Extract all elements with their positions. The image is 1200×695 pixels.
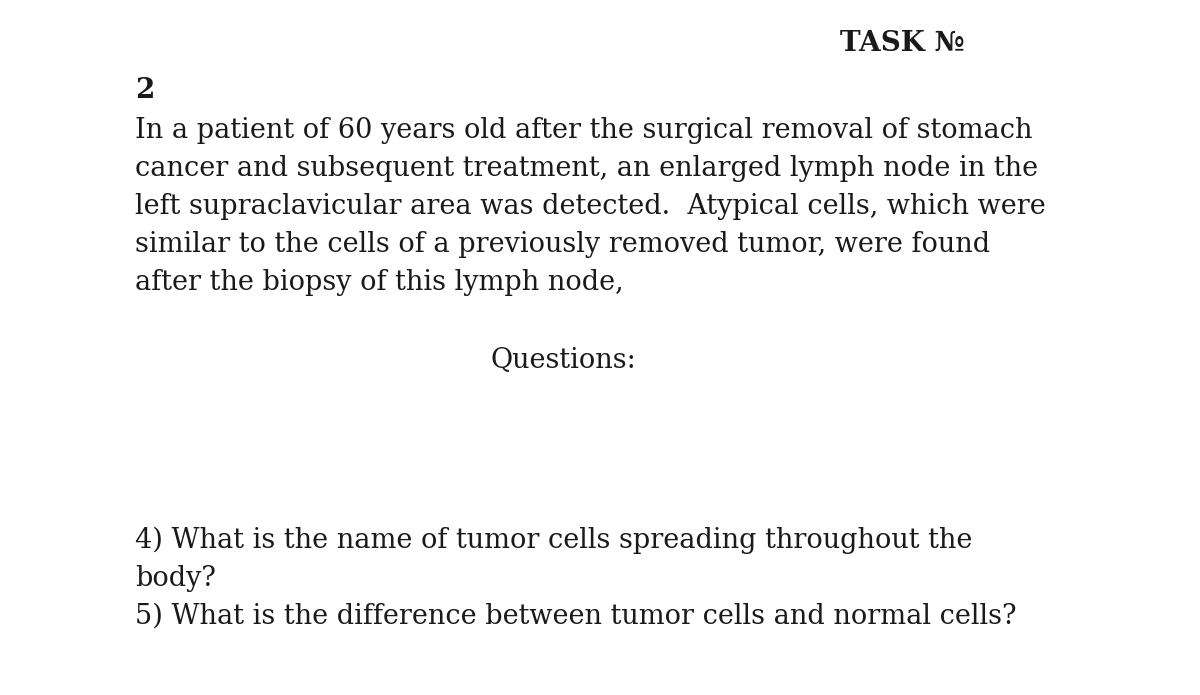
Text: body?: body? <box>134 565 216 592</box>
Text: 2: 2 <box>134 77 155 104</box>
Text: 5) What is the difference between tumor cells and normal cells?: 5) What is the difference between tumor … <box>134 603 1016 630</box>
Text: Questions:: Questions: <box>490 347 636 374</box>
Text: cancer and subsequent treatment, an enlarged lymph node in the: cancer and subsequent treatment, an enla… <box>134 155 1038 182</box>
Text: similar to the cells of a previously removed tumor, were found: similar to the cells of a previously rem… <box>134 231 990 258</box>
Text: In a patient of 60 years old after the surgical removal of stomach: In a patient of 60 years old after the s… <box>134 117 1032 144</box>
Text: after the biopsy of this lymph node,: after the biopsy of this lymph node, <box>134 269 624 296</box>
Text: 4) What is the name of tumor cells spreading throughout the: 4) What is the name of tumor cells sprea… <box>134 527 972 555</box>
Text: TASK №: TASK № <box>840 30 965 57</box>
Text: left supraclavicular area was detected.  Atypical cells, which were: left supraclavicular area was detected. … <box>134 193 1045 220</box>
